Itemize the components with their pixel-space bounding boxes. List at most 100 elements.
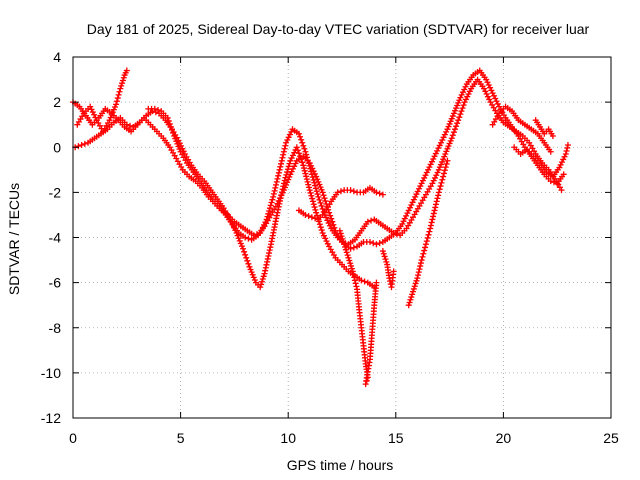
data-point (303, 173, 310, 180)
data-point (267, 202, 274, 209)
data-point (407, 204, 414, 211)
data-point (284, 137, 291, 144)
data-point (483, 91, 490, 98)
data-point (457, 111, 464, 118)
data-point (81, 140, 88, 147)
data-point (323, 238, 330, 245)
data-point (276, 166, 283, 173)
x-tick-label: 5 (177, 430, 185, 446)
data-point (455, 117, 462, 124)
data-point (563, 148, 570, 155)
data-point (421, 247, 428, 254)
data-point (280, 148, 287, 155)
data-point (345, 254, 352, 261)
data-point (299, 139, 306, 146)
data-point (435, 189, 442, 196)
data-point (275, 169, 282, 176)
data-point (379, 248, 386, 255)
data-point (399, 220, 406, 227)
data-point (560, 156, 567, 163)
data-point (242, 251, 249, 258)
data-point (405, 207, 412, 214)
data-point (409, 199, 416, 206)
data-point (113, 101, 120, 108)
y-tick-label: -12 (41, 410, 61, 426)
data-point (437, 183, 444, 190)
data-point (460, 102, 467, 109)
data-point (318, 227, 325, 234)
data-point (278, 192, 285, 199)
data-point (297, 133, 304, 140)
data-point (557, 161, 564, 168)
data-point (268, 199, 275, 206)
data-point (437, 139, 444, 146)
data-point (305, 181, 312, 188)
data-point (277, 163, 284, 170)
data-point (302, 148, 309, 155)
data-point (564, 141, 571, 148)
data-point (401, 215, 408, 222)
data-point (459, 105, 466, 112)
data-point (430, 213, 437, 220)
data-point (270, 193, 277, 200)
data-point (299, 159, 306, 166)
x-tick-label: 0 (69, 430, 77, 446)
data-point (436, 142, 443, 149)
y-tick-label: -8 (49, 320, 62, 336)
data-point (416, 185, 423, 192)
data-point (316, 221, 323, 228)
data-point (453, 123, 460, 130)
data-point (434, 147, 441, 154)
data-point (382, 256, 389, 263)
data-point (321, 195, 328, 202)
data-point (405, 302, 412, 309)
data-point (339, 235, 346, 242)
data-point (433, 172, 440, 179)
data-point (564, 145, 571, 152)
data-point (403, 212, 410, 219)
data-point (116, 88, 123, 95)
data-point (259, 276, 266, 283)
data-point (301, 145, 308, 152)
data-point (245, 235, 252, 242)
data-point (320, 232, 327, 239)
data-point (342, 246, 349, 253)
data-point (323, 214, 330, 221)
data-point (334, 189, 341, 196)
y-tick-label: 2 (53, 94, 61, 110)
data-point (380, 250, 387, 257)
data-point (484, 79, 491, 86)
data-point (75, 143, 82, 150)
data-point (404, 210, 411, 217)
data-point (494, 100, 501, 107)
data-point (436, 186, 443, 193)
data-point (547, 178, 554, 185)
axis-ticks: 0 5 10 15 20 25 -12 -10 -8 -6 -4 -2 0 2 4 (41, 49, 619, 446)
data-point (306, 184, 313, 191)
data-point (166, 120, 173, 127)
data-point (376, 240, 383, 247)
data-point (92, 114, 99, 121)
data-point (409, 291, 416, 298)
data-point (123, 67, 130, 74)
data-point (303, 176, 310, 183)
data-point (413, 277, 420, 284)
data-point (286, 160, 293, 167)
data-point (266, 207, 273, 214)
data-point (265, 210, 272, 217)
series-9 (489, 103, 554, 155)
data-point (465, 91, 472, 98)
data-point (444, 157, 451, 164)
data-point (295, 130, 302, 137)
data-point (429, 180, 436, 187)
data-point (488, 87, 495, 94)
data-point (464, 93, 471, 100)
data-point (273, 181, 280, 188)
data-point (260, 273, 267, 280)
data-point (164, 114, 171, 121)
data-point (307, 189, 314, 196)
data-point (300, 165, 307, 172)
data-point (419, 177, 426, 184)
data-point (120, 74, 127, 81)
data-point (170, 129, 177, 136)
